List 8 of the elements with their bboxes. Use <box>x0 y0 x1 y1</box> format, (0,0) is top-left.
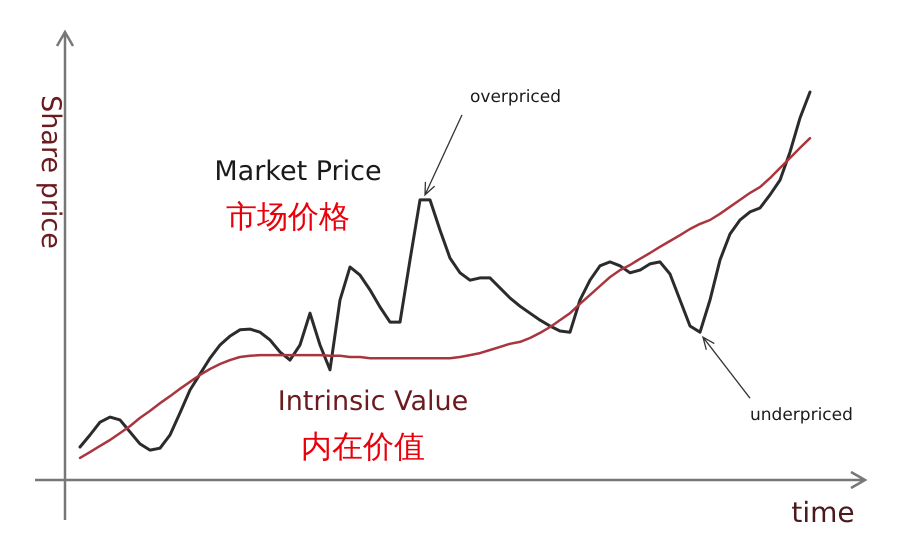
annotation: 内在价值 <box>301 429 425 465</box>
annotation: underpriced <box>750 405 853 426</box>
series-label: Intrinsic Value <box>278 386 468 417</box>
legend-label: Market Price <box>214 156 382 187</box>
x-axis-title: time <box>791 496 855 529</box>
y-axis-title: Share price <box>35 95 66 249</box>
annotation: overpriced <box>470 86 562 107</box>
annotation: 市场价格 <box>226 199 350 235</box>
